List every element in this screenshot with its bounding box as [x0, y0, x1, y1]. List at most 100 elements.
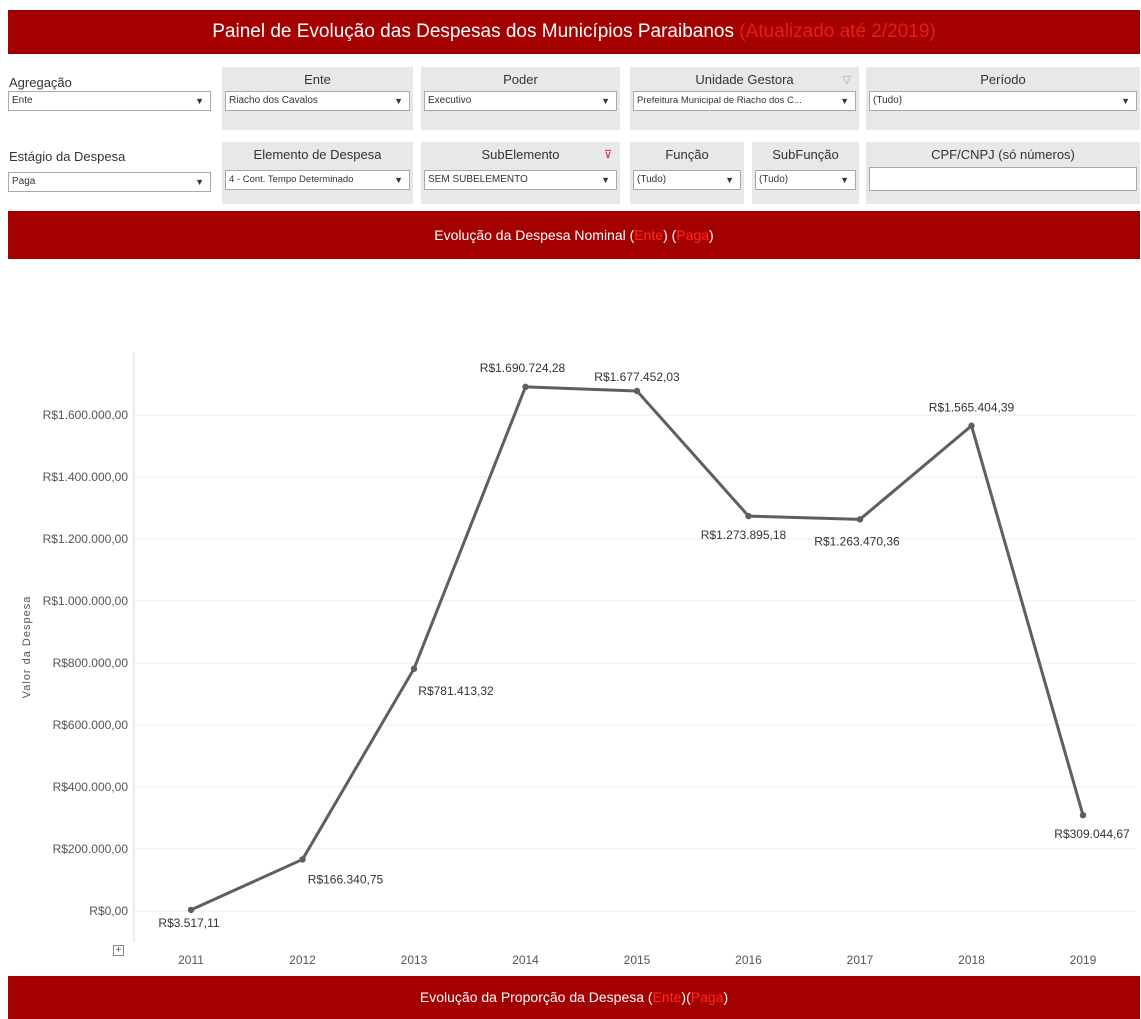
clear-filter-icon[interactable]: ⊽ [603, 149, 612, 161]
x-tick-label: 2013 [401, 953, 428, 967]
poder-value: Executivo [428, 95, 472, 106]
dashboard-title: Painel de Evolução das Despesas dos Muni… [212, 21, 734, 42]
filter-funnel-icon[interactable]: ▽ [842, 74, 851, 86]
chart-title-paga: Paga [676, 227, 710, 243]
data-point [410, 665, 418, 672]
chart-title-banner: Evolução da Despesa Nominal (Ente) (Paga… [8, 211, 1140, 259]
y-tick-label: R$0,00 [89, 904, 128, 918]
subfuncao-filter: SubFunção (Tudo) ▼ [752, 142, 859, 204]
subfuncao-value: (Tudo) [759, 174, 789, 185]
estagio-select[interactable]: Paga ▼ [8, 172, 211, 192]
data-label: R$1.263.470,36 [814, 534, 900, 548]
y-tick-label: R$400.000,00 [53, 780, 129, 794]
chevron-down-icon: ▼ [394, 96, 403, 106]
funcao-value: (Tudo) [637, 174, 667, 185]
expense-line-chart: Valor da Despesa R$0,00 R$200.000,00 R$400… [21, 352, 1136, 967]
y-axis-label: Valor da Despesa [21, 596, 33, 699]
data-point [299, 856, 306, 863]
x-tick-label: 2017 [847, 953, 874, 967]
elemento-value: 4 - Cont. Tempo Determinado [229, 174, 354, 185]
poder-label: Poder [503, 72, 538, 87]
data-label: R$166.340,75 [308, 872, 384, 886]
x-tick-label: 2015 [624, 953, 651, 967]
y-tick-label: R$200.000,00 [53, 842, 129, 856]
poder-filter: Poder Executivo ▼ [421, 67, 620, 130]
x-tick-label: 2014 [512, 953, 539, 967]
y-tick-label: R$600.000,00 [53, 718, 129, 732]
data-point [633, 387, 641, 395]
chevron-down-icon: ▼ [195, 96, 204, 106]
data-point [856, 516, 864, 523]
unidade-gestora-filter: Unidade Gestora ▽ Prefeitura Municipal d… [630, 67, 859, 130]
ente-value: Riacho dos Cavalos [229, 95, 318, 106]
chevron-down-icon: ▼ [394, 175, 403, 185]
agregacao-select[interactable]: Ente ▼ [8, 91, 211, 111]
data-point [745, 512, 752, 520]
x-tick-label: 2016 [735, 953, 762, 967]
funcao-select[interactable]: (Tudo) ▼ [633, 170, 741, 190]
agregacao-value: Ente [12, 95, 33, 106]
periodo-label: Período [980, 72, 1026, 87]
gridlines [134, 414, 1136, 912]
ente-select[interactable]: Riacho dos Cavalos ▼ [225, 91, 410, 111]
data-label: R$3.517,11 [158, 916, 219, 930]
cpf-filter: CPF/CNPJ (só números) [866, 142, 1140, 204]
elemento-select[interactable]: 4 - Cont. Tempo Determinado ▼ [225, 170, 410, 190]
data-label: R$1.565.404,39 [929, 401, 1015, 415]
subfuncao-select[interactable]: (Tudo) ▼ [755, 170, 856, 190]
chevron-down-icon: ▼ [601, 96, 610, 106]
cpf-label: CPF/CNPJ (só números) [931, 147, 1075, 162]
proportion-chart-banner: Evolução da Proporção da Despesa (Ente)(… [8, 976, 1140, 1019]
data-point [187, 906, 195, 914]
chevron-down-icon: ▼ [725, 175, 734, 185]
cpf-input[interactable] [869, 167, 1137, 191]
proportion-title-suffix: ) [723, 989, 729, 1005]
chart-title-ente: Ente [634, 227, 664, 243]
y-tick-label: R$800.000,00 [53, 656, 129, 670]
proportion-title-middle: )( [681, 989, 691, 1005]
y-tick-label: R$1.600.000,00 [43, 408, 129, 422]
data-label: R$309.044,67 [1054, 827, 1130, 841]
expand-icon[interactable]: + [113, 945, 124, 956]
chart-title-suffix: ) [709, 227, 714, 243]
series-line [190, 385, 1085, 912]
periodo-select[interactable]: (Tudo) ▼ [869, 91, 1137, 111]
subelemento-value: SEM SUBELEMENTO [428, 174, 528, 185]
x-tick-label: 2018 [958, 953, 985, 967]
x-tick-label: 2019 [1070, 953, 1097, 967]
data-labels: R$3.517,11 R$166.340,75 R$781.413,32 R$1.69… [158, 361, 1130, 930]
chart-title-middle: ) ( [663, 227, 677, 243]
data-point [522, 383, 529, 391]
data-point [968, 422, 975, 429]
series-line-path [190, 385, 1085, 912]
ente-filter: Ente Riacho dos Cavalos ▼ [222, 67, 413, 130]
subfuncao-label: SubFunção [772, 147, 839, 162]
estagio-label: Estágio da Despesa [9, 149, 126, 164]
y-tick-label: R$1.000.000,00 [43, 594, 129, 608]
proportion-title-paga: Paga [690, 989, 724, 1005]
subelemento-select[interactable]: SEM SUBELEMENTO ▼ [424, 170, 617, 190]
data-label: R$781.413,32 [418, 684, 494, 698]
funcao-filter: Função (Tudo) ▼ [630, 142, 744, 204]
data-label: R$1.273.895,18 [701, 528, 787, 542]
unidade-gestora-select[interactable]: Prefeitura Municipal de Riacho dos C... … [633, 91, 856, 111]
funcao-label: Função [665, 147, 709, 162]
agregacao-label: Agregação [9, 75, 72, 90]
chevron-down-icon: ▼ [601, 175, 610, 185]
ente-label: Ente [304, 72, 331, 87]
elemento-label: Elemento de Despesa [253, 147, 382, 162]
unidade-gestora-label: Unidade Gestora [695, 72, 794, 87]
proportion-title-prefix: Evolução da Proporção da Despesa ( [419, 989, 653, 1005]
unidade-gestora-value: Prefeitura Municipal de Riacho dos C... [637, 95, 802, 106]
data-points [187, 383, 1087, 914]
subelemento-label: SubElemento [481, 147, 560, 162]
chevron-down-icon: ▼ [840, 96, 849, 106]
update-note: (Atualizado até 2/2019) [739, 21, 936, 42]
x-tick-label: 2011 [178, 953, 204, 967]
periodo-filter: Período (Tudo) ▼ [866, 67, 1140, 130]
elemento-filter: Elemento de Despesa 4 - Cont. Tempo Dete… [222, 142, 413, 204]
proportion-title-ente: Ente [652, 989, 682, 1005]
chevron-down-icon: ▼ [1121, 96, 1130, 106]
poder-select[interactable]: Executivo ▼ [424, 91, 617, 111]
y-tick-label: R$1.200.000,00 [43, 532, 129, 546]
